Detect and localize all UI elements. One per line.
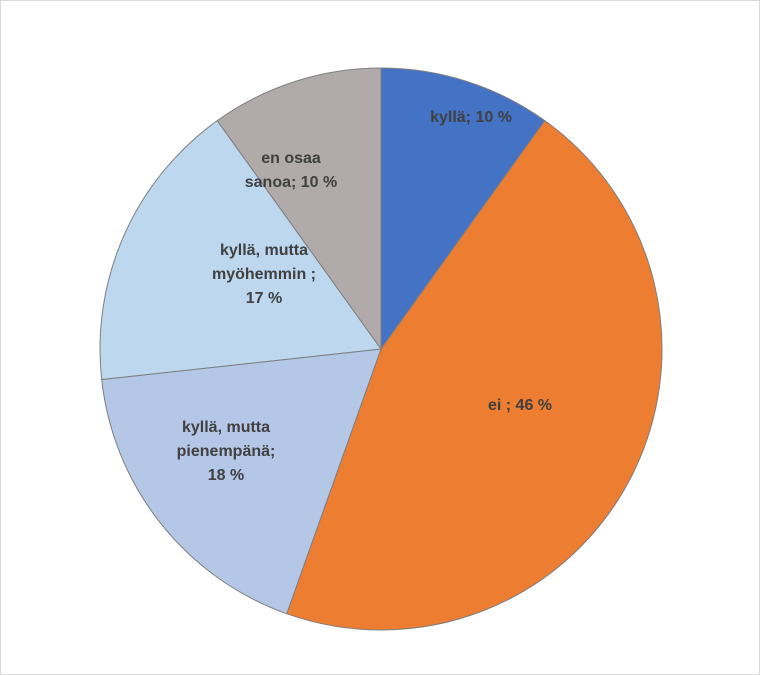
pie-slice	[216, 67, 382, 351]
slice-label: en osaa sanoa; 10 %	[239, 147, 343, 195]
pie-slice	[101, 348, 382, 615]
category-label: en osaa sanoa;	[244, 150, 321, 191]
slice-label: kyllä, mutta pienempänä; 18 %	[170, 416, 282, 488]
value-label: 10 %	[475, 109, 512, 126]
category-label: ei ;	[487, 397, 512, 414]
pie-slice	[99, 119, 382, 381]
value-label: 17 %	[245, 290, 283, 307]
slice-label: kyllä, mutta myöhemmin ; 17 %	[208, 239, 320, 311]
slice-label: kyllä; 10 %	[430, 106, 512, 130]
pie-slice	[380, 67, 546, 351]
pie-slice	[286, 119, 663, 631]
category-label: kyllä, mutta myöhemmin ;	[211, 242, 316, 283]
slice-label: ei ; 46 %	[488, 394, 552, 418]
value-label: 10 %	[300, 174, 338, 191]
category-label: kyllä;	[430, 109, 471, 126]
value-label: 46 %	[515, 397, 553, 414]
value-label: 18 %	[207, 467, 245, 484]
category-label: kyllä, mutta pienempänä;	[176, 419, 276, 460]
